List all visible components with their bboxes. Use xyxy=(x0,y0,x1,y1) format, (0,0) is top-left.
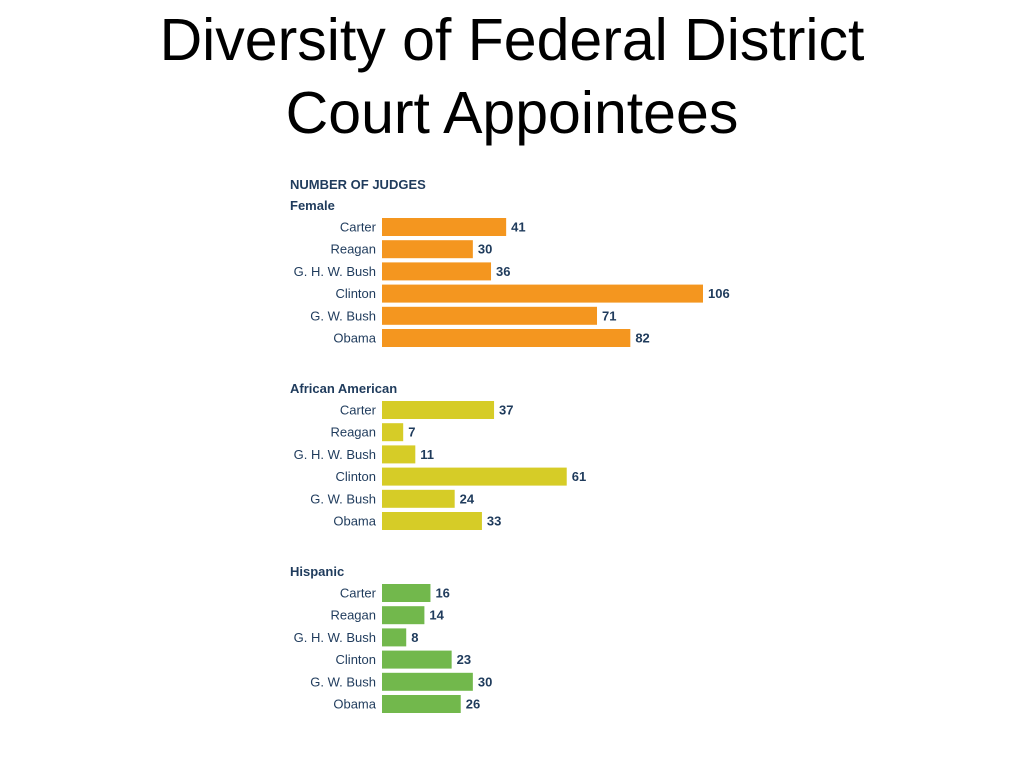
category-label: Clinton xyxy=(336,652,376,667)
bar xyxy=(382,284,703,303)
bar xyxy=(382,401,495,419)
value-label: 61 xyxy=(572,469,586,484)
bar xyxy=(382,329,631,347)
bar xyxy=(382,606,425,625)
category-label: G. H. W. Bush xyxy=(294,264,376,279)
group-title: Female xyxy=(290,198,335,213)
bar xyxy=(382,672,473,691)
bar xyxy=(382,584,431,602)
category-label: Clinton xyxy=(336,469,376,484)
bar xyxy=(382,650,452,669)
bar xyxy=(382,423,404,442)
value-label: 26 xyxy=(466,697,480,712)
value-label: 23 xyxy=(457,652,471,667)
category-label: Carter xyxy=(340,403,377,418)
value-label: 41 xyxy=(511,220,525,235)
category-label: Reagan xyxy=(330,242,376,257)
bar xyxy=(382,489,455,508)
bar xyxy=(382,445,416,464)
category-label: G. H. W. Bush xyxy=(294,447,376,462)
chart-heading: NUMBER OF JUDGES xyxy=(290,177,426,192)
bar xyxy=(382,512,482,530)
bar xyxy=(382,628,407,647)
value-label: 11 xyxy=(420,447,434,462)
value-label: 106 xyxy=(708,286,730,301)
category-label: Reagan xyxy=(330,425,376,440)
value-label: 33 xyxy=(487,514,501,529)
bar xyxy=(382,467,567,486)
group-title: African American xyxy=(290,381,397,396)
bar xyxy=(382,262,492,281)
category-label: Obama xyxy=(333,331,376,346)
category-label: Reagan xyxy=(330,608,376,623)
value-label: 71 xyxy=(602,308,616,323)
value-label: 24 xyxy=(460,491,475,506)
category-label: Clinton xyxy=(336,286,376,301)
category-label: G. W. Bush xyxy=(310,674,376,689)
value-label: 7 xyxy=(408,425,415,440)
value-label: 36 xyxy=(496,264,510,279)
bar xyxy=(382,240,473,259)
value-label: 8 xyxy=(411,630,418,645)
category-label: Carter xyxy=(340,220,377,235)
value-label: 37 xyxy=(499,403,513,418)
title-line-1: Diversity of Federal District xyxy=(159,7,865,73)
category-label: Carter xyxy=(340,586,377,601)
category-label: G. W. Bush xyxy=(310,308,376,323)
category-label: G. H. W. Bush xyxy=(294,630,376,645)
bar xyxy=(382,306,598,325)
bar xyxy=(382,695,461,713)
bar xyxy=(382,218,507,236)
title-line-2: Court Appointees xyxy=(285,80,739,146)
value-label: 82 xyxy=(635,331,649,346)
value-label: 30 xyxy=(478,674,492,689)
slide-title: Diversity of Federal District Court Appo… xyxy=(0,4,1024,150)
value-label: 30 xyxy=(478,242,492,257)
category-label: G. W. Bush xyxy=(310,491,376,506)
value-label: 16 xyxy=(435,586,449,601)
value-label: 14 xyxy=(429,608,444,623)
category-label: Obama xyxy=(333,514,376,529)
group-title: Hispanic xyxy=(290,564,344,579)
category-label: Obama xyxy=(333,697,376,712)
